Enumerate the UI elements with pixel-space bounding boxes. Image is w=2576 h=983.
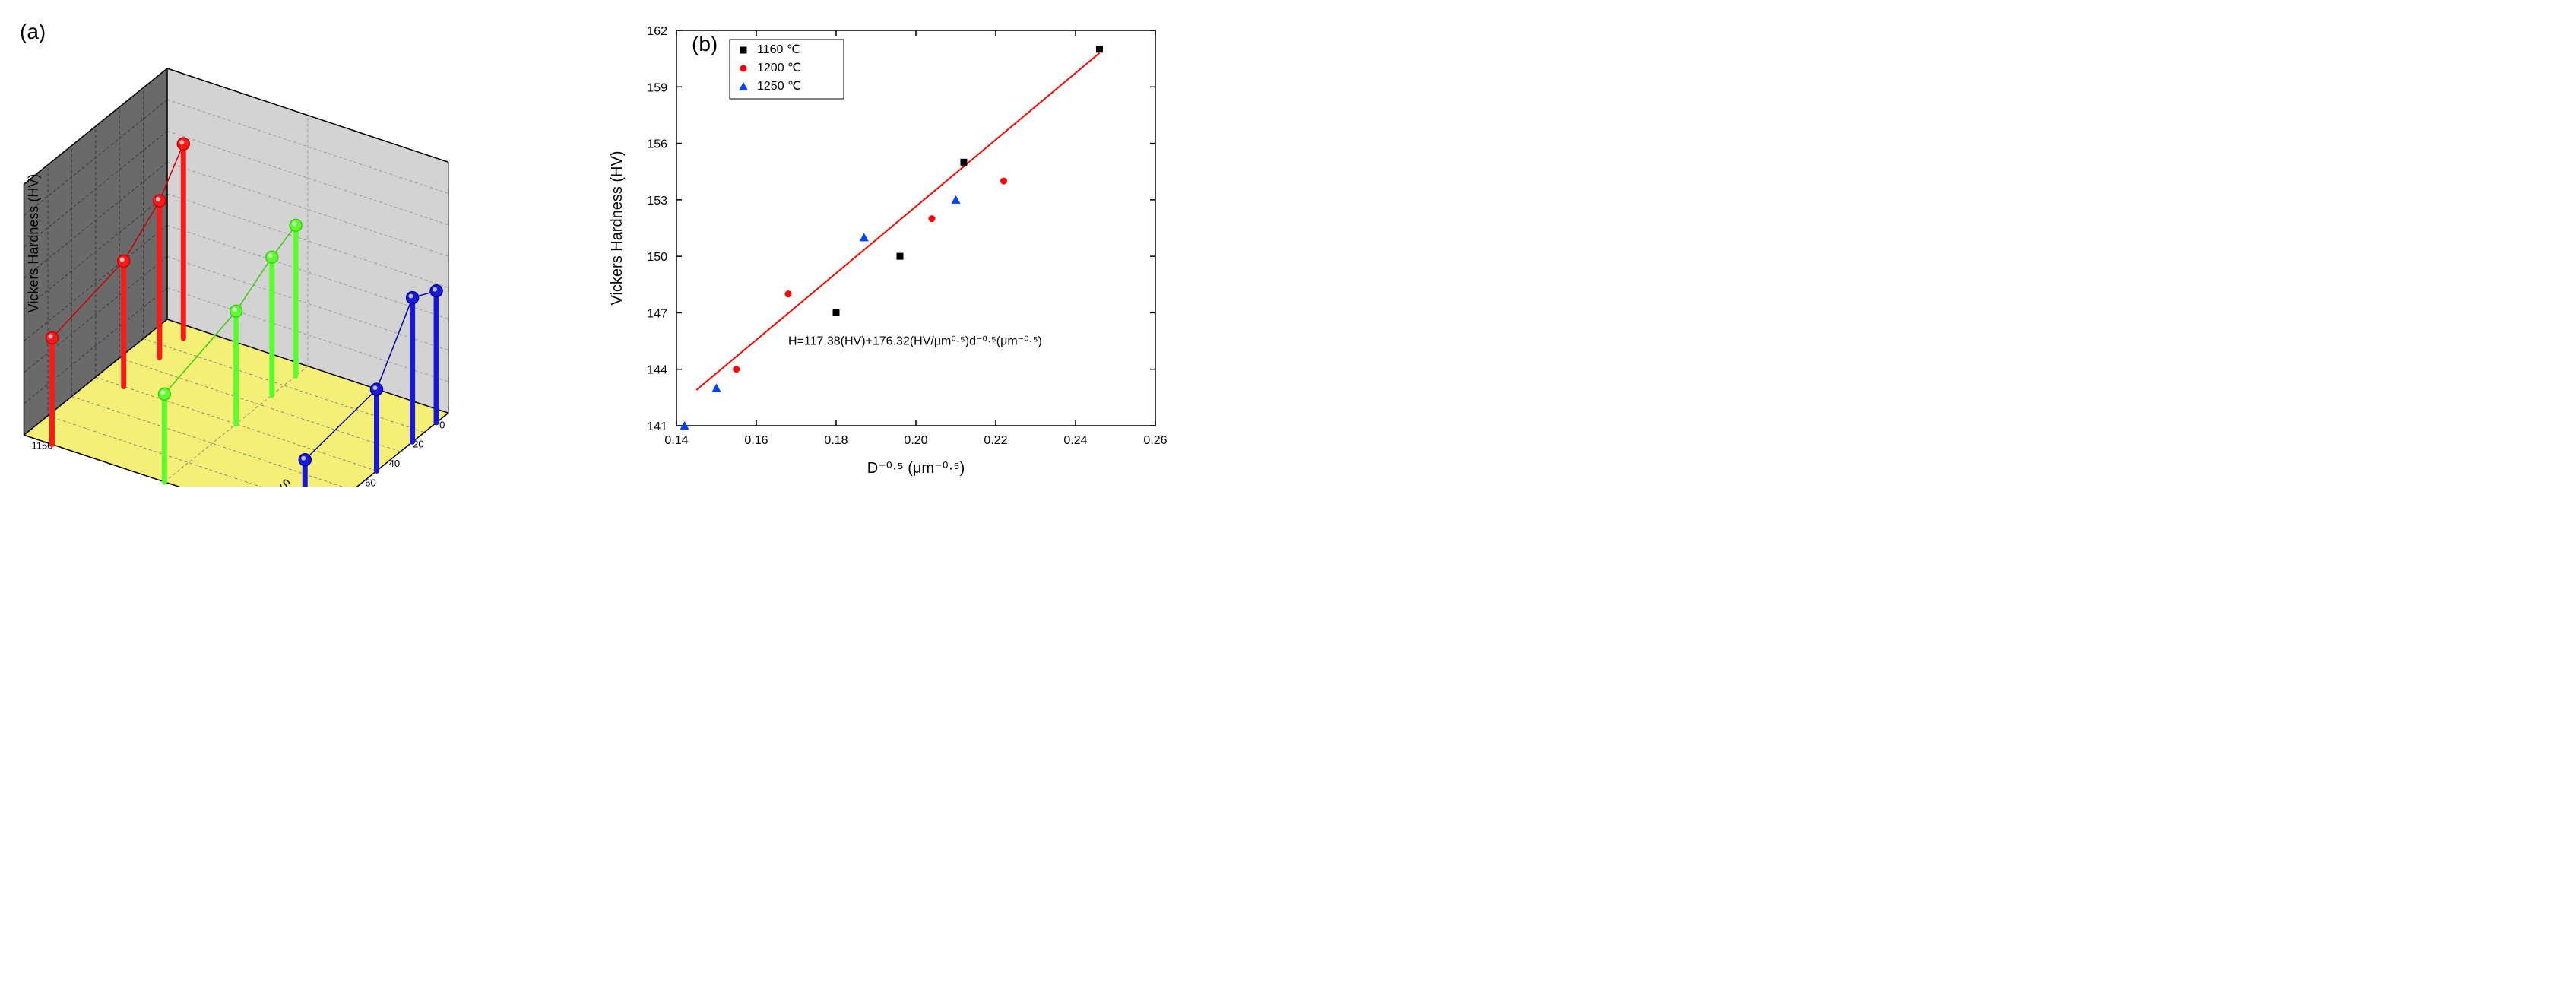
chart-a-container: (a) 130135140145150155160165170020406080…: [15, 15, 562, 490]
svg-text:144: 144: [647, 364, 667, 377]
svg-text:150: 150: [647, 251, 667, 264]
svg-text:0.18: 0.18: [824, 434, 848, 447]
svg-text:1250 ℃: 1250 ℃: [757, 80, 801, 93]
svg-text:141: 141: [647, 420, 667, 433]
svg-text:0.26: 0.26: [1143, 434, 1167, 447]
panel-a-label: (a): [20, 20, 46, 44]
svg-text:0.16: 0.16: [744, 434, 768, 447]
svg-text:0.14: 0.14: [664, 434, 688, 447]
svg-text:147: 147: [647, 307, 667, 320]
svg-text:0.20: 0.20: [904, 434, 927, 447]
svg-text:153: 153: [647, 195, 667, 208]
svg-text:0: 0: [439, 419, 445, 430]
svg-text:D⁻⁰·⁵ (μm⁻⁰·⁵): D⁻⁰·⁵ (μm⁻⁰·⁵): [867, 460, 965, 477]
svg-text:162: 162: [647, 25, 667, 38]
svg-text:1160 ℃: 1160 ℃: [757, 43, 800, 56]
svg-text:Vickers Hardness (HV): Vickers Hardness (HV): [609, 151, 626, 305]
chart-a: 1301351401451501551601651700204060801001…: [15, 15, 562, 487]
svg-text:1200 ℃: 1200 ℃: [757, 62, 801, 75]
svg-text:0.24: 0.24: [1063, 434, 1087, 447]
panel-b-label: (b): [692, 32, 718, 56]
svg-text:0.22: 0.22: [984, 434, 1007, 447]
chart-b-container: (b) 0.14 0.16 0.18 0.20 0.22 0.24 0.26 141 144 14…: [593, 15, 1186, 490]
svg-text:H=117.38(HV)+176.32(HV/μm⁰·⁵)d: H=117.38(HV)+176.32(HV/μm⁰·⁵)d⁻⁰·⁵(μm⁻⁰·…: [788, 335, 1042, 348]
svg-text:156: 156: [647, 138, 667, 151]
svg-text:159: 159: [647, 81, 667, 94]
svg-text:Vickers Hardness (HV): Vickers Hardness (HV): [26, 174, 41, 313]
chart-b: 0.14 0.16 0.18 0.20 0.22 0.24 0.26 141 144 147 150…: [593, 15, 1186, 487]
